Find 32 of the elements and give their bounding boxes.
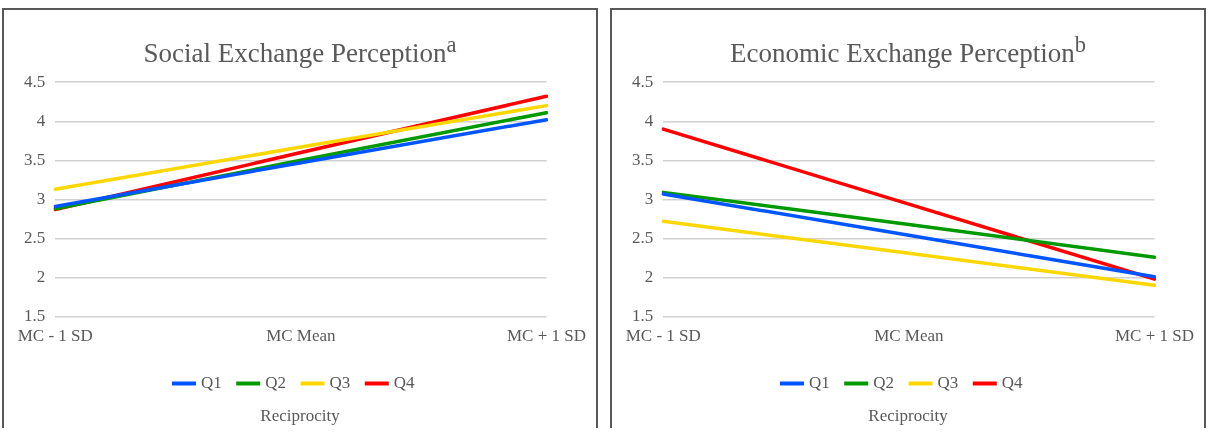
y-tick-label: 4: [644, 110, 654, 130]
x-axis-title: Reciprocity: [867, 406, 949, 426]
legend-label: Q2: [873, 372, 894, 392]
chart-title: Social Exchange Perception$^{a}$: [142, 31, 458, 68]
legend-label: Q1: [808, 372, 830, 392]
y-tick-label: 3.5: [24, 149, 46, 169]
legend-label: Q1: [200, 372, 222, 392]
x-tick-label: MC + 1 SD: [506, 326, 586, 346]
legend-label: Q2: [265, 372, 286, 392]
x-tick-label: MC - 1 SD: [625, 326, 701, 346]
y-tick-label: 3.5: [632, 149, 654, 169]
x-tick-label: MC + 1 SD: [1114, 326, 1194, 346]
y-tick-label: 1.5: [632, 306, 654, 326]
x-tick-label: MC - 1 SD: [17, 326, 93, 346]
y-tick-label: 2.5: [632, 227, 654, 247]
x-tick-label: MC Mean: [874, 326, 945, 346]
legend-label: Q4: [1001, 372, 1024, 392]
x-tick-label: MC Mean: [266, 326, 337, 346]
y-tick-label: 3: [36, 188, 46, 208]
legend-label: Q3: [937, 372, 959, 392]
chart-title: Economic Exchange Perception$^{b}$: [728, 31, 1088, 68]
legend-label: Q4: [393, 372, 416, 392]
y-tick-label: 4.5: [632, 71, 654, 91]
x-axis-title: Reciprocity: [259, 406, 341, 426]
y-tick-label: 1.5: [24, 306, 46, 326]
legend-label: Q3: [329, 372, 351, 392]
y-tick-label: 2: [36, 267, 46, 286]
y-tick-label: 4.5: [24, 71, 46, 91]
y-tick-label: 2.5: [24, 227, 46, 247]
y-tick-label: 4: [36, 110, 46, 130]
y-tick-label: 3: [644, 188, 654, 208]
y-tick-label: 2: [644, 267, 654, 286]
